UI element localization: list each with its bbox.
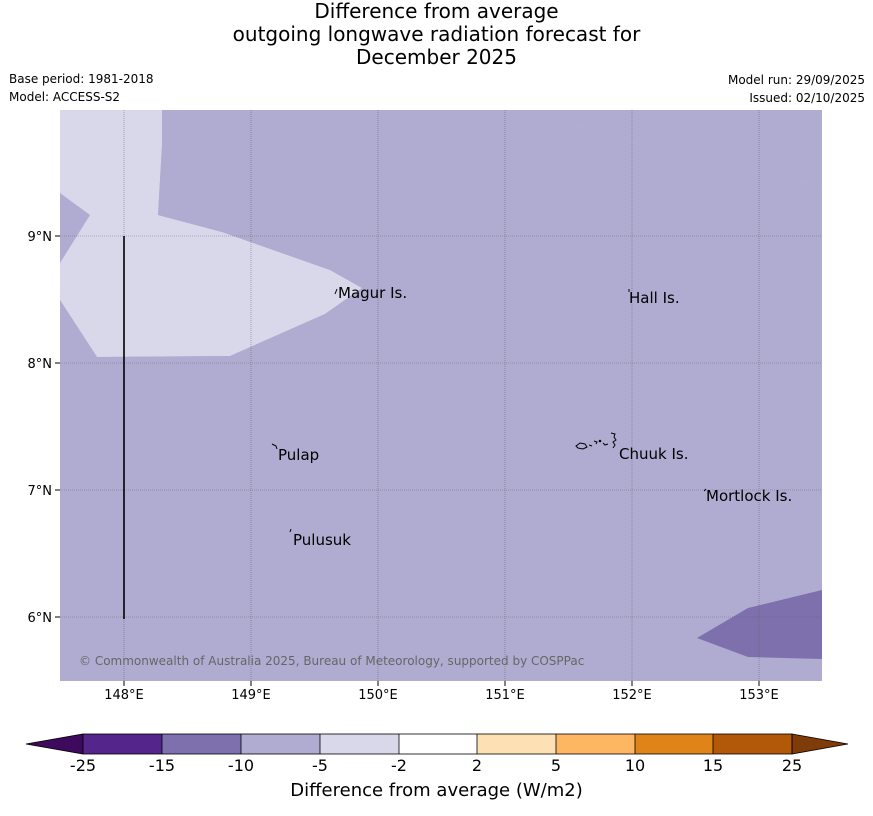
axis-ticks — [55, 235, 760, 686]
colorbar-swatch-neg15-neg10 — [162, 734, 241, 754]
colorbar — [25, 733, 849, 755]
colorbar-tick-25: 25 — [781, 756, 803, 775]
colorbar-tick-5: 5 — [550, 756, 562, 775]
mid-region — [60, 116, 822, 681]
colorbar-tick-15: 15 — [702, 756, 724, 775]
colorbar-tick-10: 10 — [624, 756, 646, 775]
gridlines — [60, 110, 822, 681]
place-label-pulusuk: Pulusuk — [293, 531, 351, 549]
pulap-island-mark — [271, 443, 278, 450]
lon-label-150e: 150°E — [358, 688, 398, 703]
copyright-notice: © Commonwealth of Australia 2025, Bureau… — [79, 654, 584, 668]
title-line-3: December 2025 — [356, 45, 517, 69]
lat-label-7n: 7°N — [28, 484, 53, 499]
colorbar-swatch-neg5-neg2 — [320, 734, 399, 754]
colorbar-tick-neg25: -25 — [69, 756, 97, 775]
colorbar-swatch-5-10 — [556, 734, 635, 754]
title-line-1: Difference from average — [314, 0, 559, 23]
light-region-hole — [162, 110, 822, 186]
title-line-2: outgoing longwave radiation forecast for — [232, 22, 641, 46]
colorbar-swatch-10-15 — [635, 734, 713, 754]
light-region-top-right — [60, 110, 822, 357]
colorbar-swatch-neg25-neg15 — [83, 734, 162, 754]
mortlock-island-mark — [703, 488, 707, 492]
meta-right: Model run: 29/09/2025 Issued: 02/10/2025 — [728, 71, 865, 107]
chuuk-lagoon-islands — [575, 432, 617, 450]
colorbar-title: Difference from average (W/m2) — [290, 780, 583, 801]
colorbar-swatch-15-25 — [713, 734, 792, 754]
chart-title: Difference from average outgoing longwav… — [0, 0, 873, 69]
magur-island-mark — [334, 288, 338, 295]
island-marks — [271, 288, 707, 533]
colorbar-swatch-neg10-neg5 — [241, 734, 320, 754]
colorbar-tick-neg2: -2 — [391, 756, 407, 775]
lat-label-8n: 8°N — [28, 357, 53, 372]
colorbar-swatch-2-5 — [477, 734, 556, 754]
lon-label-153e: 153°E — [739, 688, 779, 703]
colorbar-tick-neg5: -5 — [312, 756, 328, 775]
meta-left: Base period: 1981-2018 Model: ACCESS-S2 — [9, 70, 154, 106]
lon-label-149e: 149°E — [231, 688, 271, 703]
colorbar-tick-neg15: -15 — [148, 756, 176, 775]
colorbar-swatch-neg2-2 — [399, 734, 477, 754]
place-label-mortlock: Mortlock Is. — [706, 487, 792, 505]
place-label-chuuk: Chuuk Is. — [619, 445, 688, 463]
place-label-magur: Magur Is. — [338, 284, 407, 302]
place-label-hall: Hall Is. — [629, 289, 680, 307]
colorbar-tick-neg10: -10 — [227, 756, 255, 775]
issued-date: Issued: 02/10/2025 — [749, 91, 865, 105]
lon-label-152e: 152°E — [612, 688, 652, 703]
model-run: Model run: 29/09/2025 — [727, 73, 865, 87]
lon-label-151e: 151°E — [485, 688, 525, 703]
base-period: Base period: 1981-2018 — [9, 72, 154, 86]
dark-region-bottom-right — [697, 590, 822, 659]
colorbar-extend-high — [791, 733, 849, 755]
colorbar-extend-low — [25, 733, 84, 755]
lon-label-148e: 148°E — [104, 688, 144, 703]
lat-label-9n: 9°N — [28, 230, 53, 245]
colorbar-tick-2: 2 — [471, 756, 483, 775]
lat-label-6n: 6°N — [28, 611, 53, 626]
pulusuk-island-mark — [289, 528, 292, 533]
model-name: Model: ACCESS-S2 — [9, 90, 121, 104]
place-label-pulap: Pulap — [278, 446, 319, 464]
